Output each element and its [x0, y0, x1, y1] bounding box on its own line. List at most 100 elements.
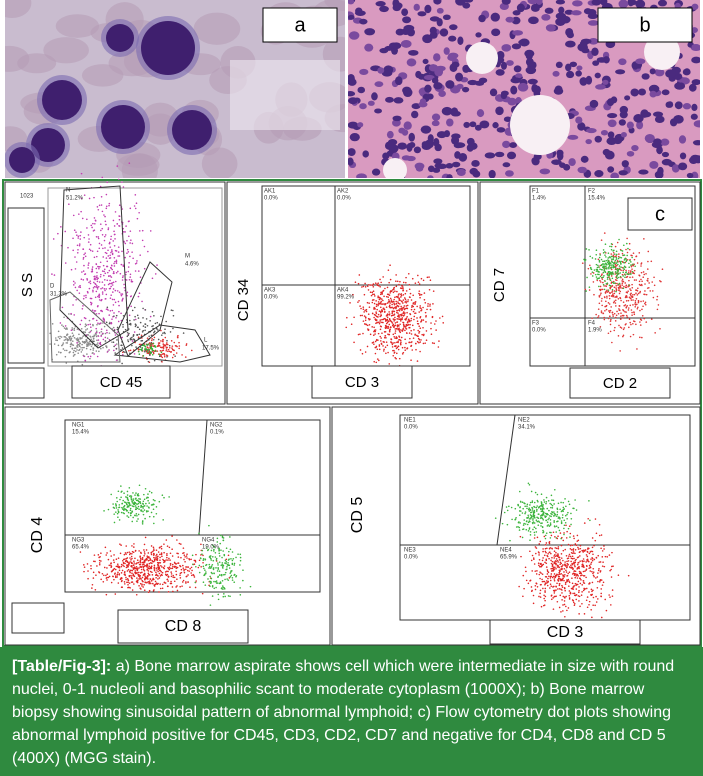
event-dot	[625, 300, 628, 302]
event-dot	[385, 306, 388, 308]
event-dot	[595, 313, 597, 316]
event-dot	[148, 502, 150, 504]
event-dot	[585, 248, 588, 250]
event-dot	[78, 349, 80, 352]
event-dot	[530, 490, 533, 493]
event-dot	[362, 306, 365, 308]
event-dot	[410, 308, 413, 311]
event-dot	[117, 270, 119, 273]
event-dot	[404, 338, 406, 341]
event-dot	[435, 320, 437, 322]
event-dot	[615, 271, 617, 273]
event-dot	[149, 562, 152, 564]
event-dot	[628, 326, 630, 329]
event-dot	[171, 356, 174, 359]
event-dot	[138, 508, 140, 510]
event-dot	[165, 539, 168, 541]
event-dot	[610, 243, 613, 245]
event-dot	[417, 274, 419, 277]
event-dot	[563, 527, 565, 530]
event-dot	[596, 268, 599, 271]
event-dot	[617, 263, 619, 266]
event-dot	[392, 291, 395, 294]
event-dot	[141, 558, 144, 560]
event-dot	[388, 330, 391, 333]
event-dot	[552, 499, 555, 502]
event-dot	[619, 296, 621, 299]
event-dot	[164, 332, 166, 335]
event-dot	[524, 523, 527, 525]
event-dot	[598, 296, 601, 298]
label-box	[71, 365, 171, 399]
event-dot	[96, 323, 98, 326]
event-dot	[588, 286, 591, 288]
event-dot	[164, 345, 166, 347]
nucleus	[505, 170, 514, 177]
event-dot	[556, 582, 558, 585]
event-dot	[629, 321, 632, 324]
event-dot	[135, 513, 138, 515]
event-dot	[527, 521, 530, 524]
event-dot	[144, 575, 146, 577]
event-dot	[129, 230, 132, 232]
event-dot	[89, 301, 92, 304]
event-dot	[125, 496, 127, 498]
event-dot	[619, 350, 621, 352]
event-dot	[632, 299, 634, 301]
event-dot	[183, 568, 185, 571]
event-dot	[419, 327, 422, 330]
event-dot	[158, 500, 161, 503]
event-dot	[110, 235, 112, 238]
event-dot	[77, 249, 79, 251]
event-dot	[568, 594, 571, 597]
nucleus	[406, 58, 417, 67]
event-dot	[565, 605, 567, 608]
event-dot	[559, 517, 561, 520]
event-dot	[81, 340, 84, 343]
event-dot	[105, 293, 108, 296]
event-dot	[541, 517, 544, 520]
event-dot	[407, 318, 410, 321]
event-dot	[634, 265, 636, 268]
gate-text: 0.0%	[337, 196, 351, 202]
event-dot	[423, 299, 426, 301]
event-dot	[632, 263, 634, 265]
event-dot	[585, 576, 587, 579]
event-dot	[352, 293, 354, 296]
event-dot	[392, 310, 394, 312]
event-dot	[533, 509, 536, 512]
event-dot	[528, 527, 531, 529]
event-dot	[601, 273, 603, 275]
event-dot	[659, 327, 661, 330]
event-dot	[144, 346, 147, 348]
event-dot	[553, 488, 556, 491]
event-dot	[534, 588, 537, 591]
event-dot	[52, 238, 55, 240]
event-dot	[433, 323, 436, 325]
nucleus	[588, 38, 599, 45]
event-dot	[411, 304, 413, 307]
event-dot	[392, 342, 394, 344]
event-dot	[208, 565, 211, 568]
event-dot	[138, 292, 141, 295]
event-dot	[545, 532, 548, 534]
event-dot	[85, 347, 88, 350]
event-dot	[529, 504, 531, 506]
event-dot	[377, 301, 380, 303]
event-dot	[388, 333, 390, 336]
nucleus	[474, 124, 482, 131]
event-dot	[117, 490, 120, 493]
event-dot	[608, 261, 611, 264]
nucleus	[569, 61, 578, 68]
event-dot	[92, 290, 94, 293]
event-dot	[599, 294, 602, 296]
event-dot	[609, 309, 612, 312]
event-dot	[233, 564, 236, 566]
nucleus	[620, 131, 627, 138]
event-dot	[596, 278, 598, 280]
event-dot	[540, 510, 543, 513]
event-dot	[373, 306, 375, 309]
event-dot	[549, 519, 552, 521]
event-dot	[103, 510, 105, 512]
event-dot	[92, 287, 95, 289]
